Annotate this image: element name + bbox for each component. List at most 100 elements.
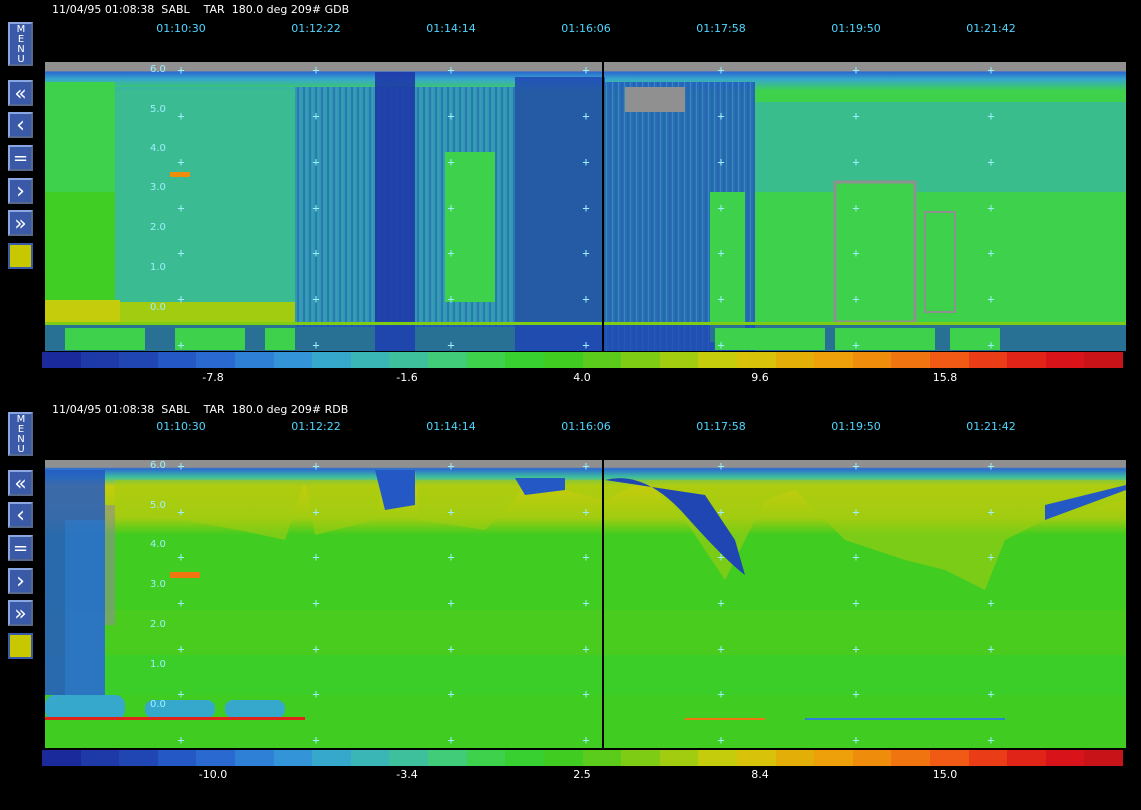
grid-plus-marker: + [717,292,725,307]
color-swatch-button[interactable] [8,633,33,659]
menu-label: MENU [15,24,27,64]
colorbar-swatch [1045,750,1085,766]
colorbar-swatch [505,750,544,766]
double-chevron-left-icon: « [14,81,27,105]
colorbar-swatch [891,352,931,368]
equal-button[interactable]: = [8,535,33,561]
colorbar-label: 4.0 [573,371,591,384]
double-chevron-right-icon: » [14,601,27,625]
grid-plus-marker: + [447,292,455,307]
grid-plus-marker: + [447,338,455,352]
grid-plus-marker: + [447,687,455,702]
colorbar-swatch [1045,352,1085,368]
colorbar-label: 8.4 [751,768,769,781]
colorbar-label: 9.6 [751,371,769,384]
colorbar-swatch [1084,352,1124,368]
grid-plus-marker: + [717,733,725,747]
grid-plus-marker: + [312,246,320,261]
first-button[interactable]: « [8,80,33,106]
colorbar-swatch [814,750,853,766]
colorbar-swatch [621,352,660,368]
colorbar-swatch [235,352,274,368]
last-button[interactable]: » [8,600,33,626]
grid-plus-marker: + [312,596,320,610]
colorbar-label: -3.4 [396,768,418,781]
grid-plus-marker: + [177,63,185,77]
grid-plus-marker: + [987,246,995,261]
colorbar-swatch [1007,352,1046,368]
grid-plus-marker: + [312,338,320,352]
grid-plus-marker: + [582,459,590,473]
colorbar-swatch [698,750,737,766]
grid-plus-marker: + [852,200,860,215]
grid-plus-marker: + [717,338,725,352]
grid-plus-marker: + [582,246,590,261]
y-tick-label: 6.0 [150,64,166,75]
menu-button[interactable]: MENU [8,22,33,66]
colorbar-swatch [582,750,622,766]
grid-plus-marker: + [177,200,185,215]
grid-plus-marker: + [582,550,590,565]
grid-plus-marker: + [852,596,860,610]
colorbar-swatch [736,352,776,368]
colorbar-swatch [350,750,390,766]
colorbar-swatch [621,750,660,766]
equal-button[interactable]: = [8,145,33,171]
grid-plus-marker: + [582,641,590,656]
grid-plus-marker: + [582,292,590,307]
colorbar [42,352,1124,368]
grid-plus-marker: + [987,108,995,123]
next-button[interactable]: › [8,568,33,594]
double-chevron-left-icon: « [14,471,27,495]
prev-button[interactable]: ‹ [8,502,33,528]
double-chevron-right-icon: » [14,211,27,235]
colorbar-swatch [42,750,81,766]
color-swatch-button[interactable] [8,243,33,269]
grid-plus-marker: + [717,459,725,473]
grid-plus-marker: + [987,596,995,610]
grid-plus-marker: + [312,550,320,565]
next-button[interactable]: › [8,178,33,204]
colorbar-swatch [852,352,892,368]
grid-plus-marker: + [987,687,995,702]
colorbar-swatch [852,750,892,766]
last-button[interactable]: » [8,210,33,236]
grid-plus-marker: + [447,733,455,747]
first-button[interactable]: « [8,470,33,496]
grid-plus-marker: + [852,550,860,565]
colorbar-swatch [505,352,544,368]
colorbar-swatch [930,750,969,766]
colorbar-swatch [119,750,158,766]
grid-plus-marker: + [447,154,455,169]
menu-button[interactable]: MENU [8,412,33,456]
grid-plus-marker: + [717,246,725,261]
grid-plus-marker: + [312,733,320,747]
heatmap-plot: 6.0 5.0 4.0 3.0 2.0 1.0 0.0 + + + + + + + + + + + +… [45,460,1126,748]
y-tick-label: 5.0 [150,500,166,511]
grid-plus-marker: + [582,596,590,610]
time-tick: 01:16:06 [561,420,611,433]
colorbar-swatch [80,352,120,368]
colorbar-swatch [273,750,313,766]
grid-plus-marker: + [177,292,185,307]
time-tick: 01:19:50 [831,420,881,433]
grid-plus-marker: + [177,246,185,261]
y-tick-label: 4.0 [150,143,166,154]
colorbar-swatch [389,750,429,766]
grid-plus-marker: + [717,108,725,123]
grid-plus-marker: + [987,550,995,565]
equals-icon: = [12,537,29,559]
grid-plus-marker: + [177,733,185,747]
grid-plus-marker: + [312,504,320,519]
grid-plus-marker: + [177,687,185,702]
colorbar-swatch [157,750,197,766]
y-tick-label: 2.0 [150,619,166,630]
panel-gdb: 11/04/95 01:08:38 SABL TAR 180.0 deg 209… [0,0,1141,400]
menu-label: MENU [15,414,27,454]
colorbar-label: -7.8 [202,371,224,384]
prev-button[interactable]: ‹ [8,112,33,138]
colorbar-swatch [582,352,622,368]
grid-plus-marker: + [177,459,185,473]
colorbar-swatch [659,750,699,766]
grid-plus-marker: + [987,641,995,656]
